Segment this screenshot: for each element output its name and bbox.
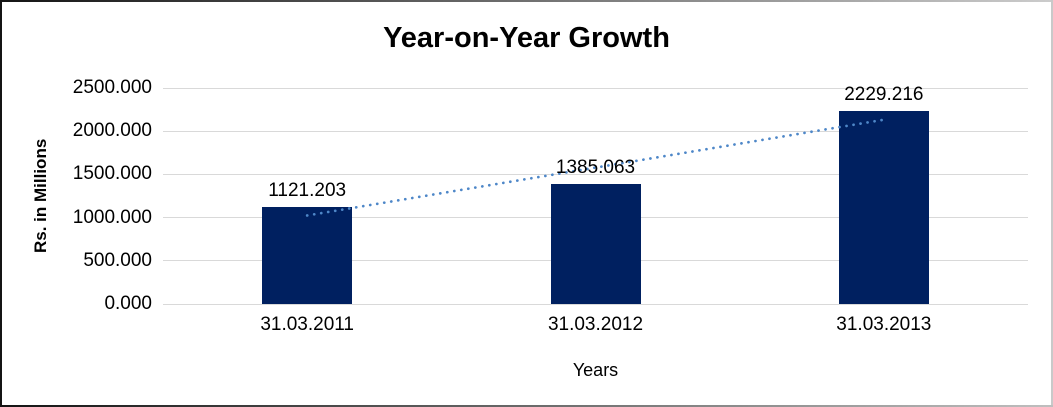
bar-31.03.2012[interactable]	[550, 184, 641, 304]
x-tick-label: 31.03.2011	[260, 314, 354, 335]
bar-31.03.2011[interactable]	[262, 207, 353, 304]
y-tick-label: 1000.000	[72, 206, 152, 228]
y-tick-label: 500.000	[83, 249, 152, 271]
bar-value-label: 1385.063	[555, 157, 636, 179]
bar-value-label: 1121.203	[268, 180, 347, 202]
bar-value-label: 2229.216	[844, 84, 924, 106]
gridline	[163, 303, 1028, 305]
bar-31.03.2013[interactable]	[838, 111, 929, 304]
frame-border-left	[0, 0, 2, 407]
gridline	[163, 87, 1028, 89]
y-tick-label: 2000.000	[72, 120, 152, 142]
chart-title: Year-on-Year Growth	[383, 22, 670, 54]
y-tick-label: 1500.000	[72, 163, 152, 185]
x-tick-label: 31.03.2012	[547, 314, 644, 335]
x-axis-title: Years	[572, 360, 619, 380]
y-tick-label: 2500.000	[72, 77, 152, 98]
x-tick-label: 31.03.2013	[836, 314, 932, 335]
frame-border-right	[1051, 0, 1053, 407]
frame-border-bottom	[0, 405, 1053, 407]
y-tick-label: 0.000	[104, 293, 152, 314]
frame-border-top	[0, 0, 1053, 2]
plot-area: 1121.203 1385.063 2229.216	[163, 84, 1028, 305]
